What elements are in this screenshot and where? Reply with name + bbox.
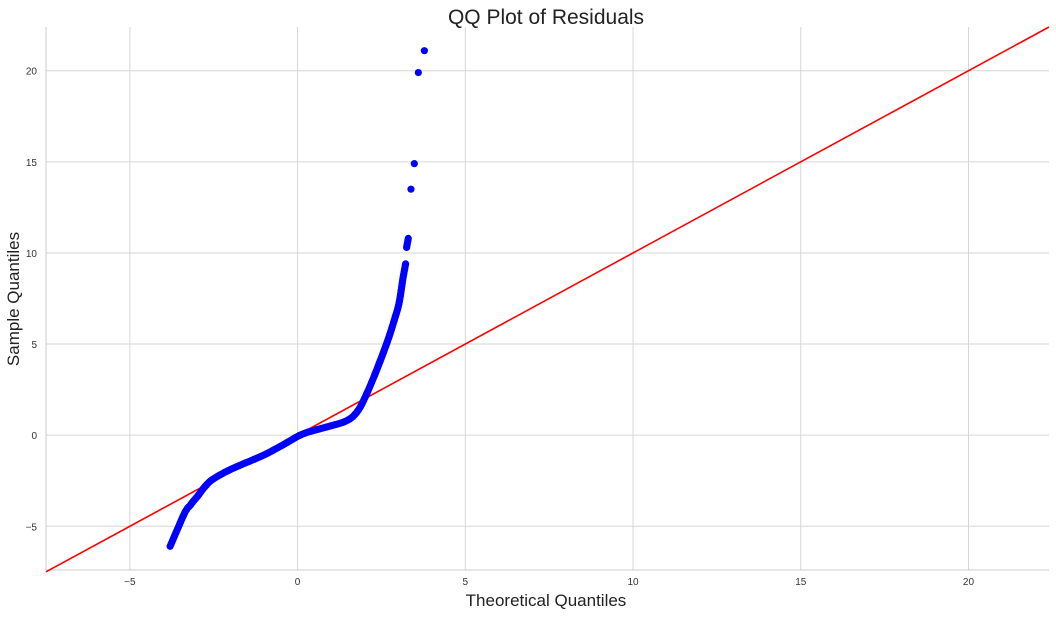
sample-point	[402, 260, 410, 268]
tick-labels: −5 0 5 10 15 20 −5 0 5 10 15 20	[26, 67, 975, 588]
x-tick-label: 0	[295, 577, 301, 588]
y-axis-label: Sample Quantiles	[4, 232, 23, 366]
sample-point	[414, 68, 422, 77]
sample-points-layer	[166, 47, 428, 550]
chart-title: QQ Plot of Residuals	[448, 6, 644, 29]
x-tick-label: 5	[463, 577, 469, 588]
sample-point	[404, 234, 412, 242]
x-tick-label: 10	[627, 577, 639, 588]
x-axis-label: Theoretical Quantiles	[466, 591, 627, 610]
y-tick-label: 5	[31, 340, 37, 351]
sample-point	[420, 47, 428, 55]
y-tick-label: 15	[26, 158, 38, 169]
sample-point	[407, 185, 415, 193]
y-tick-label: 10	[26, 249, 38, 260]
x-tick-label: −5	[124, 577, 136, 588]
x-tick-label: 20	[963, 577, 975, 588]
y-tick-label: 0	[31, 431, 37, 442]
y-tick-label: −5	[26, 522, 38, 533]
x-tick-label: 15	[795, 577, 807, 588]
y-tick-label: 20	[26, 67, 38, 78]
sample-point	[410, 160, 418, 168]
grid-lines	[45, 27, 1049, 571]
